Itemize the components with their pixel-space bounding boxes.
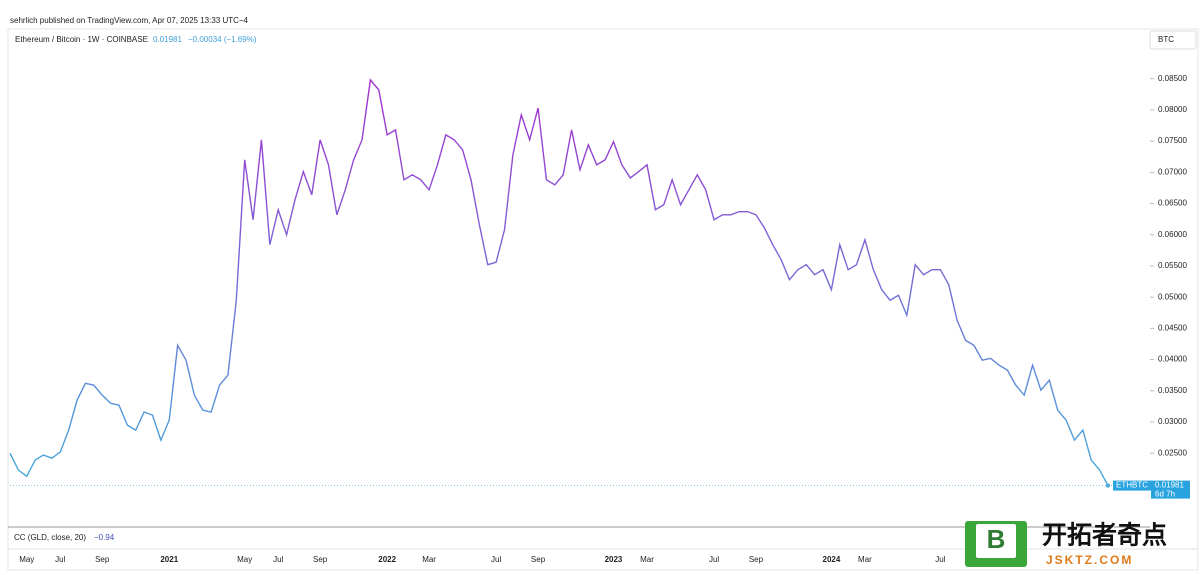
x-tick-label: Sep [531, 555, 546, 564]
price-tag-value: 0.01981 [1155, 481, 1184, 490]
y-tick-label: 0.04000 [1158, 355, 1187, 364]
y-tick-label: 0.08500 [1158, 74, 1187, 83]
x-tick-label: May [237, 555, 252, 564]
y-tick-label: 0.05000 [1158, 292, 1187, 301]
last-point [1106, 483, 1110, 488]
x-tick-label: 2023 [605, 555, 623, 564]
legend-last: 0.01981 [153, 35, 182, 44]
y-tick-label: 0.06000 [1158, 230, 1187, 239]
x-tick-label: 2021 [160, 555, 178, 564]
price-tag-countdown: 6d 7h [1155, 490, 1175, 499]
x-tick-label: Mar [640, 555, 654, 564]
price-tag-symbol: ETHBTC [1116, 481, 1148, 490]
x-tick-label: Jul [273, 555, 283, 564]
y-tick-label: 0.07500 [1158, 136, 1187, 145]
watermark-name: 开拓者奇点 [1042, 522, 1167, 550]
indicator-value: −0.94 [94, 533, 115, 542]
legend-change: −0.00034 (−1.69%) [188, 35, 257, 44]
watermark-site: JSKTZ.COM [1046, 553, 1133, 567]
x-tick-label: 2022 [378, 555, 396, 564]
watermark: B 开拓者奇点 JSKTZ.COM [965, 521, 1167, 567]
y-tick-label: 0.07000 [1158, 167, 1187, 176]
x-tick-label: Mar [858, 555, 872, 564]
symbol-legend: Ethereum / Bitcoin · 1W · COINBASE [15, 35, 148, 44]
y-tick-label: 0.08000 [1158, 105, 1187, 114]
currency-box [1149, 30, 1197, 50]
x-tick-label: Mar [422, 555, 436, 564]
currency: BTC [1158, 35, 1174, 44]
frame [7, 28, 1199, 571]
y-tick-label: 0.06500 [1158, 199, 1187, 208]
x-tick-label: Jul [55, 555, 65, 564]
x-tick-label: Jul [709, 555, 719, 564]
indicator-label: CC (GLD, close, 20) [14, 533, 86, 542]
x-tick-label: Jul [491, 555, 501, 564]
y-tick-label: 0.05500 [1158, 261, 1187, 270]
price-tag-bg [1113, 480, 1151, 491]
y-tick-label: 0.02500 [1158, 448, 1187, 457]
y-tick-label: 0.03500 [1158, 386, 1187, 395]
x-tick-label: Sep [95, 555, 110, 564]
x-tick-label: Sep [313, 555, 328, 564]
x-tick-label: Jul [935, 555, 945, 564]
x-tick-label: Sep [749, 555, 764, 564]
x-tick-label: 2024 [823, 555, 841, 564]
watermark-logo-inner [976, 524, 1016, 558]
x-tick-label: May [19, 555, 34, 564]
price-line [9, 78, 1109, 486]
watermark-logo: B [987, 524, 1006, 554]
price-tag-bg [1151, 480, 1190, 499]
y-tick-label: 0.03000 [1158, 417, 1187, 426]
y-tick-label: 0.04500 [1158, 323, 1187, 332]
published-note: sehrlich published on TradingView.com, A… [10, 16, 249, 25]
